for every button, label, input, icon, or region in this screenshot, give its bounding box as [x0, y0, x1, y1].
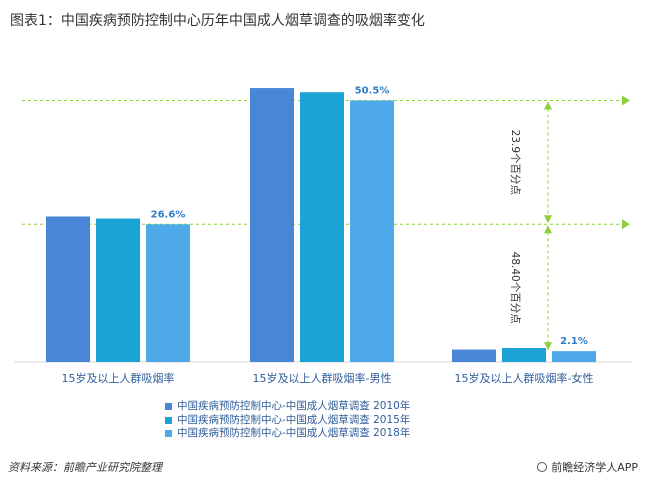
legend-item-2018: 中国疾病预防控制中心-中国成人烟草调查 2018年 — [165, 427, 410, 441]
chart-legend: 中国疾病预防控制中心-中国成人烟草调查 2010年 中国疾病预防控制中心-中国成… — [165, 400, 410, 441]
bar-1-2 — [96, 218, 140, 362]
data-label-1: 26.6% — [151, 209, 186, 220]
source-note: 资料来源：前瞻产业研究院整理 — [8, 461, 162, 474]
reference-arrow-total — [622, 219, 630, 230]
bar-2-3 — [350, 100, 394, 362]
bar-1-1 — [46, 216, 90, 362]
legend-label-2010: 中国疾病预防控制中心-中国成人烟草调查 2010年 — [177, 400, 411, 412]
gap-arrow-upper-head-top — [544, 101, 552, 110]
bar-3-3 — [552, 351, 596, 362]
gap-arrow-upper-head-bottom — [544, 215, 552, 224]
category-label-1: 15岁及以上人群吸烟率 — [62, 371, 175, 385]
legend-item-2015: 中国疾病预防控制中心-中国成人烟草调查 2015年 — [165, 414, 410, 428]
brand-label: 前瞻经济学人APP — [551, 461, 638, 474]
chart-title: 图表1：中国疾病预防控制中心历年中国成人烟草调查的吸烟率变化 — [10, 13, 425, 29]
annotation-gap-upper: 23.9个百分点 — [509, 130, 521, 195]
category-label-3: 15岁及以上人群吸烟率-女性 — [455, 371, 594, 385]
legend-item-2010: 中国疾病预防控制中心-中国成人烟草调查 2010年 — [165, 400, 410, 414]
bar-3-1 — [452, 349, 496, 362]
legend-swatch-2018 — [165, 430, 172, 438]
bar-1-3 — [146, 224, 190, 362]
brand-logo-icon — [537, 462, 548, 472]
legend-swatch-2015 — [165, 416, 172, 424]
legend-label-2018: 中国疾病预防控制中心-中国成人烟草调查 2018年 — [177, 427, 411, 439]
gap-arrow-lower-head-top — [544, 225, 552, 234]
legend-swatch-2010 — [165, 403, 172, 411]
reference-arrow-male — [622, 95, 630, 106]
bar-3-2 — [502, 348, 546, 362]
annotation-gap-lower: 48.40个百分点 — [509, 252, 521, 324]
bar-2-1 — [250, 88, 294, 362]
category-label-2: 15岁及以上人群吸烟率-男性 — [253, 371, 392, 385]
data-label-2: 50.5% — [355, 85, 390, 96]
bar-2-2 — [300, 92, 344, 363]
legend-label-2015: 中国疾病预防控制中心-中国成人烟草调查 2015年 — [177, 413, 411, 426]
data-label-3: 2.1% — [560, 336, 588, 347]
gap-arrow-lower-head-bottom — [544, 342, 552, 351]
bar-chart: 15岁及以上人群吸烟率 26.6% 15岁及以上人群吸烟率-男性 50.5% 15岁及以… — [14, 85, 632, 385]
brand-credit: 前瞻经济学人APP — [537, 459, 638, 475]
